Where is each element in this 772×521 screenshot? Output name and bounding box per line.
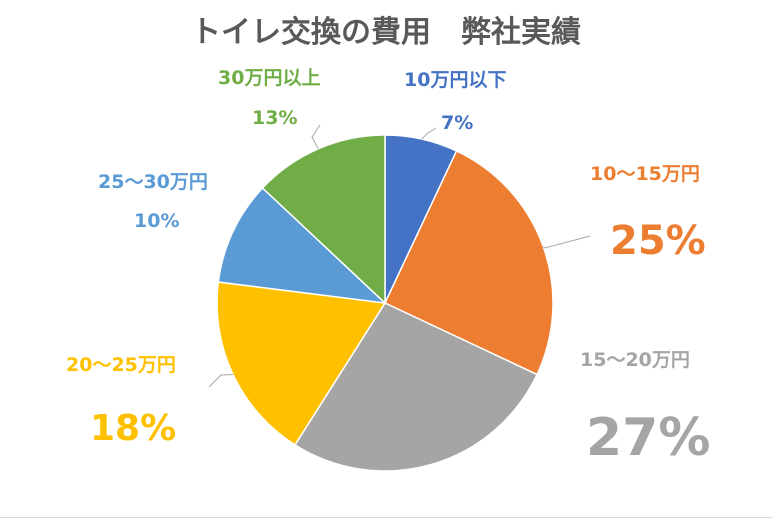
pie-slice-15-20man [293, 302, 539, 472]
slice-label-15-20man: 15～20万円 [580, 349, 690, 371]
slice-label-10-15man: 10～15万円 [590, 163, 700, 185]
leader-line-10-15man [542, 235, 591, 249]
pie-slice-20-25man [216, 281, 387, 446]
pie-slice-30man-ijo [261, 134, 386, 305]
slice-label-25-30man: 25～30万円 [98, 171, 208, 193]
leader-line-20-25man [208, 374, 234, 388]
leader-line-10man-ika [421, 127, 437, 140]
slice-value-25-30man: 10% [134, 210, 179, 232]
pie-slice-25-30man [217, 186, 388, 305]
slice-value-10-15man: 25% [610, 218, 706, 264]
slice-label-20-25man: 20～25万円 [66, 354, 176, 376]
slice-value-30man-ijo: 13% [252, 107, 297, 129]
slice-label-10man-ika: 10万円以下 [404, 69, 506, 91]
chart-title: トイレ交換の費用 弊社実績 [191, 15, 581, 50]
pie-slice-10-15man [384, 149, 554, 376]
slice-label-30man-ijo: 30万円以上 [218, 67, 320, 89]
leader-line-30man-ijo [311, 124, 321, 150]
slice-value-15-20man: 27% [586, 408, 710, 468]
slice-value-10man-ika: 7% [441, 112, 473, 134]
slice-value-20-25man: 18% [90, 408, 176, 449]
bottom-divider [0, 517, 772, 518]
